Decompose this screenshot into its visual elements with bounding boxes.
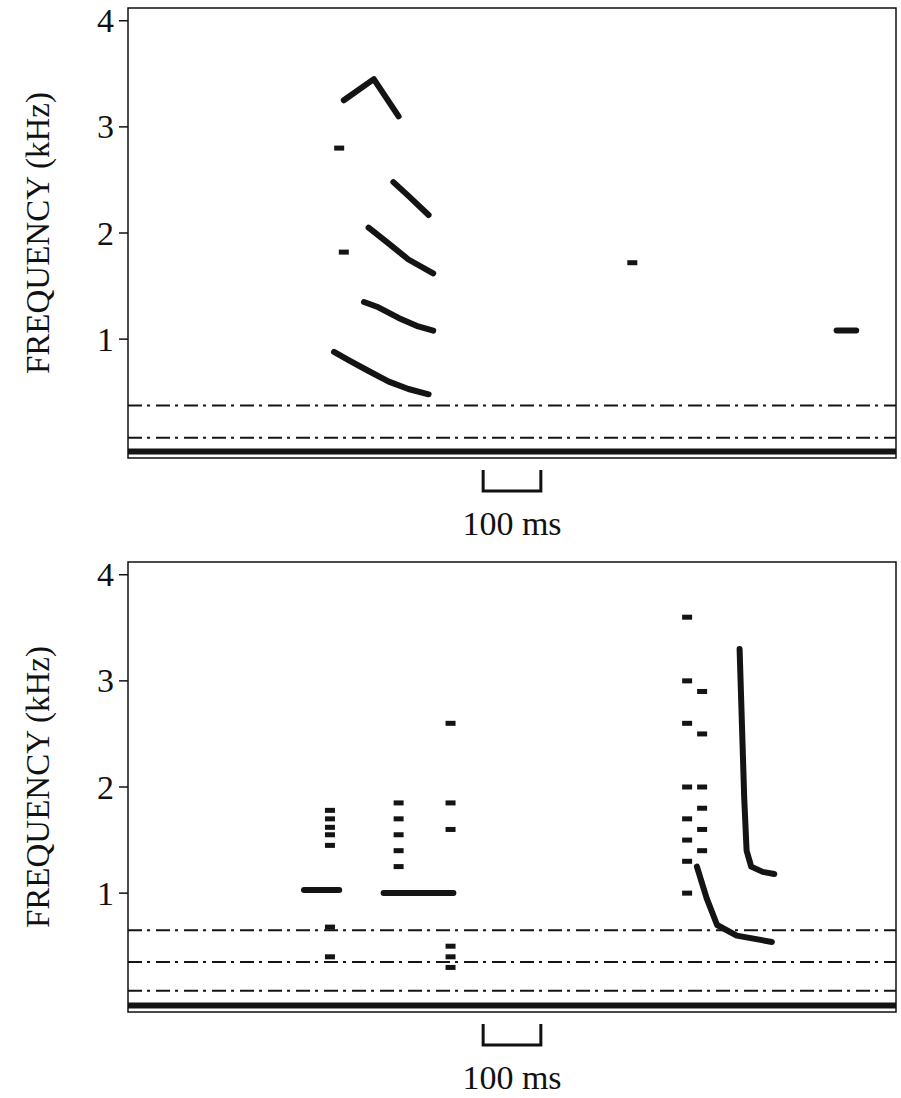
traces (128, 79, 896, 452)
frame (128, 562, 896, 1012)
frequency-trace (837, 328, 857, 334)
y-tick-label: 4 (97, 2, 114, 39)
energy-dot (394, 848, 404, 853)
energy-dot (339, 250, 349, 255)
noise-band (128, 961, 896, 963)
noise-band (128, 990, 896, 992)
energy-dot (325, 825, 335, 830)
energy-dot (682, 721, 692, 726)
figure: 1 2 3 4 FREQUENCY (kHz) 100 ms 1 2 3 4 FREQUENCY (… (0, 0, 901, 1098)
energy-dot (697, 848, 707, 853)
energy-dot (682, 891, 692, 896)
y-tick-label: 3 (97, 108, 114, 145)
y-tick (119, 338, 128, 340)
energy-dot (697, 827, 707, 832)
scale-bar (483, 470, 541, 491)
energy-dot (682, 785, 692, 790)
energy-dot (682, 838, 692, 843)
energy-dot (682, 615, 692, 620)
frequency-trace (334, 352, 429, 394)
energy-dot (697, 731, 707, 736)
energy-dot (682, 859, 692, 864)
y-tick-label: 1 (97, 321, 114, 358)
energy-dot (394, 816, 404, 821)
y-tick-label: 2 (97, 769, 114, 806)
energy-dot (325, 843, 335, 848)
scale-bar-label: 100 ms (462, 505, 561, 542)
frequency-trace (740, 649, 775, 874)
frequency-trace (384, 890, 454, 896)
energy-dot (682, 816, 692, 821)
energy-dot (325, 816, 335, 821)
energy-dot (697, 806, 707, 811)
y-tick-label: 2 (97, 215, 114, 252)
energy-dot (627, 260, 637, 265)
y-tick-label: 4 (97, 556, 114, 593)
panel: 1 2 3 4 FREQUENCY (kHz) 100 ms (20, 556, 896, 1096)
energy-dot (446, 827, 456, 832)
y-tick (119, 892, 128, 894)
energy-dot (334, 146, 344, 151)
noise-band (128, 405, 896, 407)
panel: 1 2 3 4 FREQUENCY (kHz) 100 ms (20, 2, 896, 542)
frequency-trace (364, 302, 433, 331)
energy-dot (697, 689, 707, 694)
energy-dot (446, 944, 456, 949)
frequency-trace (344, 79, 399, 116)
noise-band (128, 437, 896, 439)
frequency-trace (128, 449, 896, 455)
energy-dot (325, 925, 335, 930)
frequency-trace (304, 887, 339, 893)
energy-dot (325, 954, 335, 959)
y-tick (119, 786, 128, 788)
energy-dot (446, 721, 456, 726)
scale-bar (483, 1024, 541, 1045)
frame (128, 8, 896, 458)
y-axis-title: FREQUENCY (kHz) (20, 92, 57, 374)
y-tick-label: 1 (97, 875, 114, 912)
noise-band (128, 929, 896, 931)
energy-dot (394, 832, 404, 837)
energy-dot (697, 785, 707, 790)
y-tick (119, 20, 128, 22)
y-tick (119, 574, 128, 576)
scale-bar-label: 100 ms (462, 1059, 561, 1096)
y-axis-title: FREQUENCY (kHz) (20, 646, 57, 928)
y-tick-label: 3 (97, 662, 114, 699)
frequency-trace (393, 182, 428, 215)
energy-dot (394, 864, 404, 869)
energy-dot (394, 800, 404, 805)
energy-dot (446, 965, 456, 970)
frequency-trace (128, 1003, 896, 1009)
frequency-trace (369, 228, 434, 274)
energy-dot (325, 832, 335, 837)
energy-dot (446, 800, 456, 805)
y-tick (119, 232, 128, 234)
y-tick (119, 680, 128, 682)
energy-dot (325, 808, 335, 813)
y-tick (119, 126, 128, 128)
traces (128, 615, 896, 1006)
energy-dot (682, 678, 692, 683)
energy-dot (446, 954, 456, 959)
